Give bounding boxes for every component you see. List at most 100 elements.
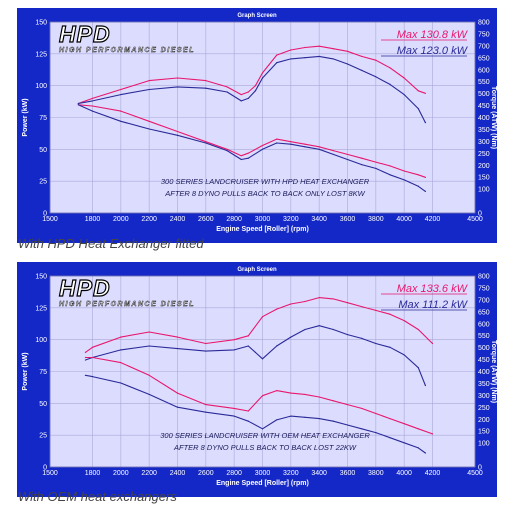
data-point (332, 58, 334, 60)
data-point (361, 164, 363, 166)
y2-tick-label: 700 (478, 43, 490, 50)
data-point (304, 416, 306, 418)
data-point (148, 120, 150, 122)
y-tick-label: 150 (35, 20, 47, 27)
data-point (361, 337, 363, 339)
data-point (148, 79, 150, 82)
data-point (120, 120, 122, 122)
data-point (226, 86, 228, 88)
data-point (424, 452, 427, 454)
data-point (361, 305, 363, 308)
y-axis-label: Power (kW) (22, 98, 29, 136)
annotation-line: AFTER 8 DYNO PULLS BACK TO BACK LOST 22K… (173, 443, 357, 452)
x-tick-label: 3800 (368, 470, 384, 477)
y-tick-label: 50 (39, 147, 47, 154)
data-point (403, 170, 405, 172)
data-point (389, 67, 391, 69)
data-point (417, 367, 419, 369)
y2-tick-label: 450 (478, 357, 490, 364)
data-point (205, 350, 207, 352)
data-point (261, 72, 264, 74)
data-point (120, 349, 122, 351)
data-point (424, 121, 427, 124)
data-point (176, 406, 179, 408)
data-point (148, 345, 150, 347)
data-point (346, 302, 349, 304)
data-point (290, 141, 292, 143)
data-point (290, 49, 292, 51)
data-point (247, 97, 249, 99)
data-point (226, 91, 228, 93)
data-point (290, 143, 292, 145)
data-point (247, 410, 249, 412)
data-point (226, 150, 228, 152)
data-point (205, 142, 207, 144)
data-point (205, 404, 207, 406)
data-point (417, 328, 419, 331)
logo-text: HPD (59, 21, 111, 47)
data-point (403, 423, 405, 425)
data-point (84, 359, 87, 361)
data-point (361, 407, 363, 410)
data-point (375, 76, 377, 78)
logo-subtitle: HIGH PERFORMANCE DIESEL (59, 47, 195, 54)
data-point (389, 418, 391, 420)
data-point (332, 48, 334, 50)
data-point (247, 152, 249, 154)
data-point (346, 404, 349, 406)
x-tick-label: 3800 (368, 216, 384, 223)
data-point (346, 158, 349, 161)
data-point (417, 107, 419, 110)
data-point (276, 308, 278, 310)
x-tick-label: 4200 (425, 216, 441, 223)
data-point (77, 104, 79, 106)
data-point (304, 146, 306, 148)
data-point (290, 415, 292, 417)
data-point (304, 46, 306, 49)
data-point (375, 309, 377, 311)
y-tick-label: 125 (35, 305, 47, 312)
data-point (176, 86, 179, 88)
data-point (205, 411, 207, 413)
data-point (84, 356, 87, 359)
data-point (417, 185, 419, 187)
data-point (318, 418, 320, 420)
x-tick-label: 3000 (255, 470, 271, 477)
data-point (304, 143, 306, 145)
data-point (389, 83, 391, 85)
data-point (261, 77, 264, 79)
data-point (346, 50, 349, 52)
x-tick-label: 3600 (340, 216, 356, 223)
data-point (424, 190, 427, 192)
data-point (261, 395, 264, 397)
legend-entry: Max 133.6 kW (397, 283, 469, 295)
y2-tick-label: 400 (478, 115, 490, 122)
data-point (276, 54, 278, 56)
data-point (176, 130, 179, 133)
data-point (431, 342, 434, 345)
data-point (240, 93, 242, 96)
x-tick-label: 4000 (396, 470, 412, 477)
data-point (176, 77, 179, 79)
y-tick-label: 100 (35, 337, 47, 344)
y2-tick-label: 600 (478, 67, 490, 74)
data-point (205, 342, 207, 345)
y-tick-label: 125 (35, 51, 47, 58)
data-point (261, 428, 264, 430)
y-tick-label: 0 (43, 465, 47, 472)
data-point (318, 148, 320, 150)
y2-tick-label: 200 (478, 163, 490, 170)
data-point (91, 100, 94, 102)
data-point (205, 141, 207, 143)
x-tick-label: 2000 (113, 470, 129, 477)
data-point (176, 347, 179, 350)
y2-tick-label: 250 (478, 405, 490, 412)
data-point (290, 392, 292, 394)
y2-tick-label: 450 (478, 103, 490, 110)
data-point (332, 150, 334, 152)
data-point (205, 87, 207, 89)
data-point (417, 174, 419, 176)
data-point (389, 346, 391, 348)
